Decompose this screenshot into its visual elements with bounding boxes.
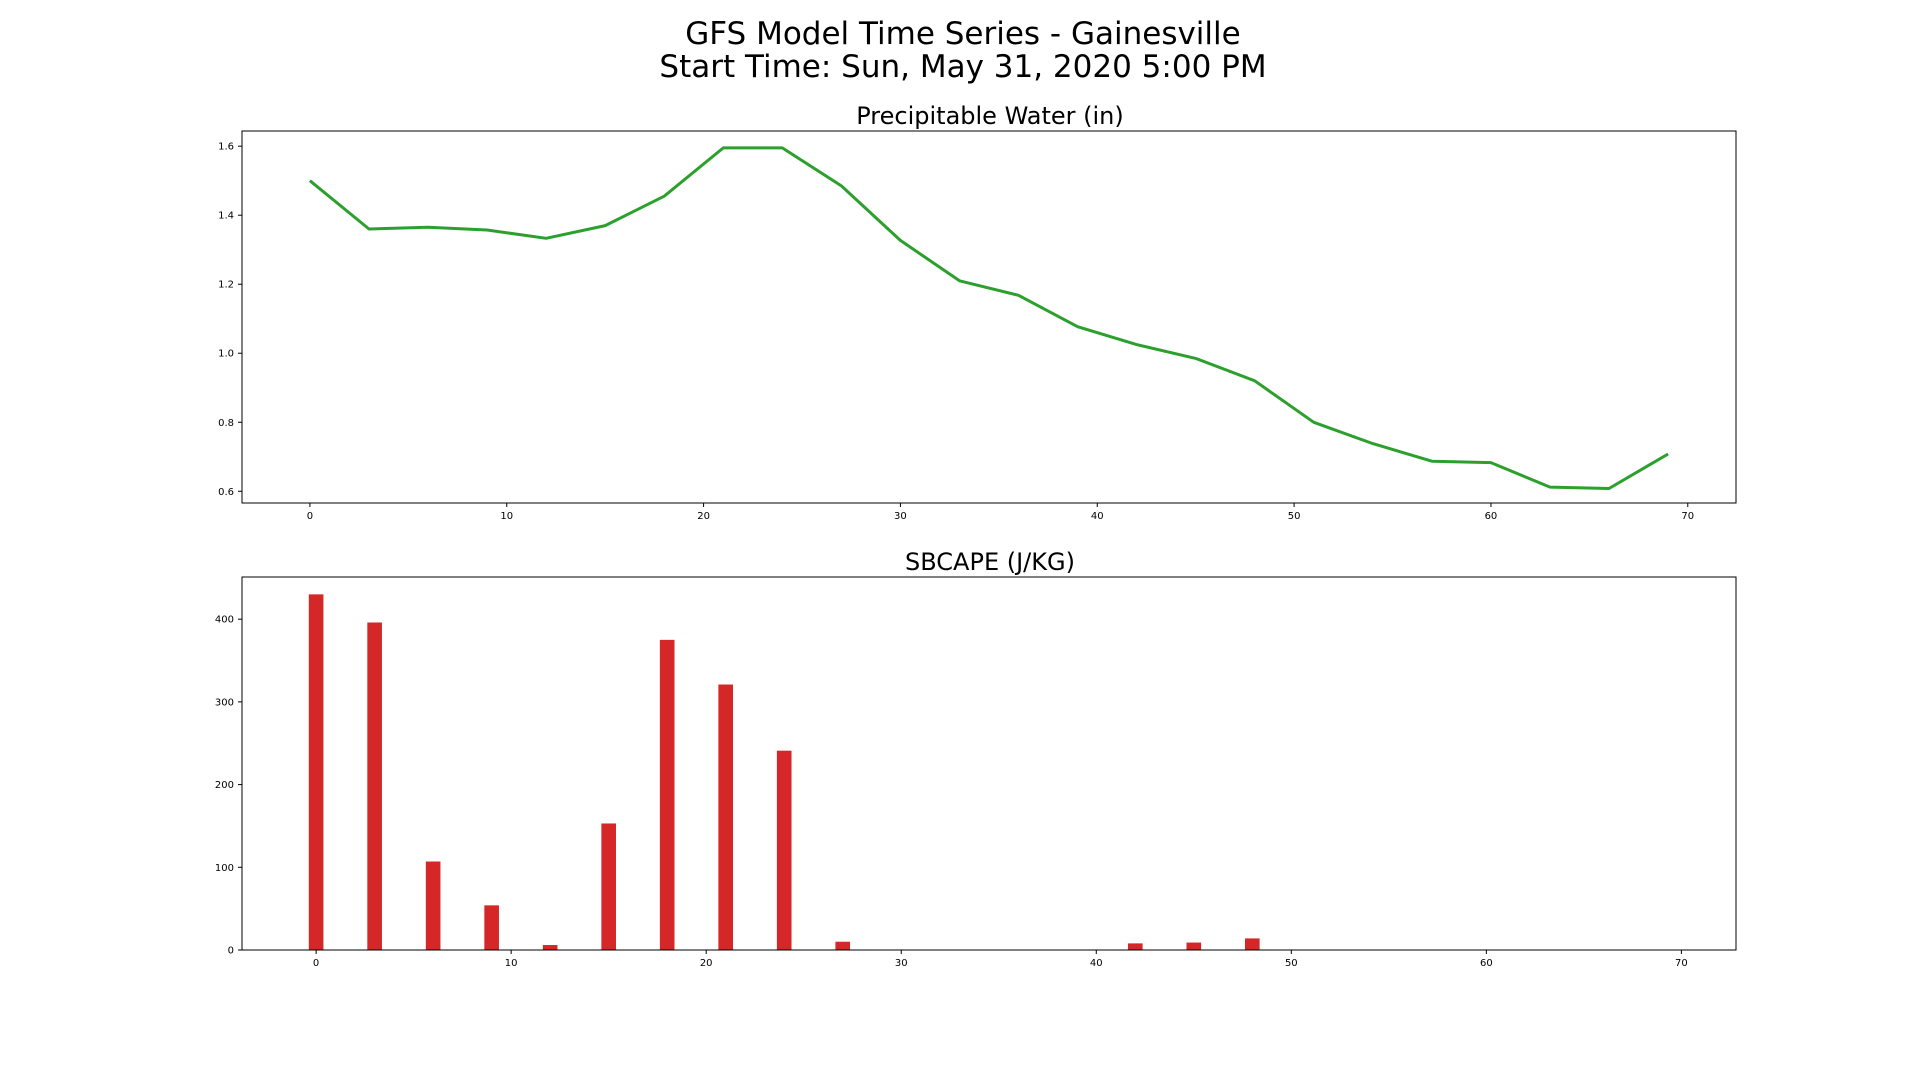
pw-xtick-label: 40 [1091,511,1104,522]
pw-xtick-label: 10 [500,511,513,522]
sbcape-bar [484,905,499,950]
sbcape-ticks: 0 10 20 30 40 50 60 70 0 100 200 300 400 [215,615,1688,969]
sbcape-xtick-label: 50 [1285,958,1298,969]
sbcape-bar [1127,943,1143,950]
sbcape-bar [718,684,734,950]
sbcape-panel: SBCAPE (J/KG) 0 10 20 30 40 50 60 70 0 100 200 300 4… [215,548,1737,969]
pw-ytick-label: 1.6 [218,142,234,153]
sbcape-bar [308,594,324,950]
pw-ytick-label: 0.8 [218,418,234,429]
pw-ytick-label: 0.6 [218,487,234,498]
sbcape-bar [659,639,675,950]
precipitable-water-axes-frame [241,130,1737,504]
sbcape-ytick-label: 100 [215,863,234,874]
sbcape-bar [1186,942,1202,950]
pw-xtick-label: 50 [1288,511,1301,522]
sbcape-xtick-label: 10 [505,958,518,969]
sbcape-bar [425,861,441,950]
sbcape-bar [1244,938,1260,950]
pw-xtick-label: 70 [1681,511,1694,522]
precipitable-water-title: Precipitable Water (in) [856,102,1124,130]
sbcape-title: SBCAPE (J/KG) [905,548,1075,576]
precipitable-water-panel: Precipitable Water (in) 0 10 20 30 40 50 60 700… [218,102,1737,522]
sbcape-axes-frame [241,576,1737,951]
pw-ytick-label: 1.4 [218,211,234,222]
sbcape-bar [367,622,382,950]
figure-title-line2: Start Time: Sun, May 31, 2020 5:00 PM [659,49,1266,85]
figure-title-line1: GFS Model Time Series - Gainesville [685,16,1240,52]
sbcape-ytick-label: 300 [215,697,234,708]
sbcape-xtick-label: 0 [313,958,319,969]
sbcape-ytick-label: 0 [228,946,234,957]
sbcape-xtick-label: 20 [700,958,713,969]
sbcape-marks [308,594,1260,950]
sbcape-bar [835,941,851,950]
sbcape-xtick-label: 70 [1675,958,1688,969]
sbcape-xtick-label: 40 [1090,958,1103,969]
pw-ytick-label: 1.2 [218,280,234,291]
precipitable-water-marks [308,146,1669,490]
pw-series-line [308,146,1669,490]
sbcape-bar [601,823,616,950]
sbcape-bar [542,945,558,950]
pw-xtick-label: 0 [307,511,313,522]
pw-xtick-label: 30 [894,511,907,522]
pw-xtick-label: 20 [697,511,710,522]
sbcape-xtick-label: 60 [1480,958,1493,969]
precipitable-water-ticks: 0 10 20 30 40 50 60 70 0.6 0.8 1.0 1.2 1.4 1.6 [218,142,1694,522]
sbcape-ytick-label: 200 [215,780,234,791]
sbcape-xtick-label: 30 [895,958,908,969]
pw-ytick-label: 1.0 [218,349,234,360]
pw-xtick-label: 60 [1485,511,1498,522]
sbcape-bar [776,750,792,950]
sbcape-ytick-label: 400 [215,615,234,626]
